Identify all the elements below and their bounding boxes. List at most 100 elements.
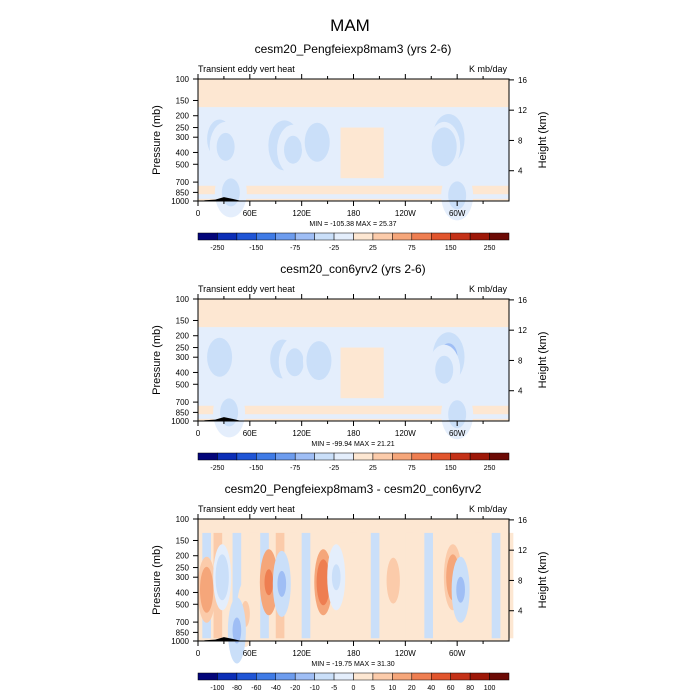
colorbar-label: -20 [290, 685, 300, 692]
colorbar-label: 60 [447, 685, 455, 692]
colorbar-label: -100 [210, 685, 224, 692]
field-contour [318, 569, 328, 596]
y-right-tick-label: 8 [518, 576, 523, 585]
colorbar-box [411, 452, 432, 461]
x-tick-label: 0 [196, 209, 201, 218]
field-contour [277, 570, 287, 597]
x-tick-label: 180 [347, 649, 361, 658]
colorbar-box [489, 232, 510, 241]
colorbar-box [217, 452, 238, 461]
colorbar-label: -150 [249, 245, 263, 252]
colorbar-box [314, 232, 335, 241]
field-band [198, 194, 509, 199]
y-right-tick-label: 8 [518, 356, 523, 365]
x-tick-label: 120E [292, 209, 311, 218]
x-tick-label: 60W [449, 209, 466, 218]
panel-title: cesm20_Pengfeiexp8mam3 (yrs 2-6) [255, 42, 452, 56]
field-contour [331, 564, 341, 591]
colorbar-label: -5 [331, 685, 337, 692]
colorbar-label: -25 [329, 245, 339, 252]
colorbar-box [372, 232, 393, 241]
field-contour [451, 405, 463, 423]
field-streak [349, 532, 358, 639]
colorbar-box [333, 672, 354, 681]
y-tick-label: 300 [176, 133, 190, 142]
field-contour [220, 138, 232, 156]
colorbar-box [411, 672, 432, 681]
colorbar-label: 10 [388, 685, 396, 692]
colorbar-box [197, 232, 218, 241]
y-right-tick-label: 4 [518, 167, 523, 176]
colorbar-label: -60 [251, 685, 261, 692]
colorbar-label: -250 [210, 245, 224, 252]
colorbar-box [197, 672, 218, 681]
panel-3: cesm20_Pengfeiexp8mam3 - cesm20_con6yrv2… [151, 482, 549, 692]
y-tick-label: 200 [176, 112, 190, 121]
colorbar-label: 75 [408, 465, 416, 472]
panel-units-label: K mb/day [469, 64, 508, 74]
field-contour [451, 186, 463, 204]
y-tick-label: 700 [176, 178, 190, 187]
y-tick-label: 700 [176, 398, 190, 407]
colorbar-label: -25 [329, 465, 339, 472]
y-tick-label: 150 [176, 96, 190, 105]
colorbar-box [431, 672, 451, 681]
y-tick-label: 250 [176, 344, 190, 353]
y-axis-label: Pressure (mb) [151, 325, 163, 395]
topography [202, 197, 242, 201]
colorbar-label: -75 [290, 465, 300, 472]
y-tick-label: 400 [176, 368, 190, 377]
colorbar-label: 75 [408, 245, 416, 252]
colorbar-box [256, 232, 276, 241]
colorbar-label: 25 [369, 245, 377, 252]
x-tick-label: 120W [395, 209, 416, 218]
field-contour [388, 567, 398, 594]
min-max-stats: MIN = -19.75 MAX = 31.30 [311, 661, 394, 668]
colorbar-box [275, 232, 296, 241]
colorbar-box [294, 232, 315, 241]
field-streak [301, 532, 311, 639]
colorbar-box [469, 452, 490, 461]
y-right-tick-label: 8 [518, 136, 523, 145]
field-contour [214, 348, 226, 366]
panel-title: cesm20_Pengfeiexp8mam3 - cesm20_con6yrv2 [225, 482, 482, 496]
panel-units-label: K mb/day [469, 504, 508, 514]
colorbar-box [294, 672, 315, 681]
y-tick-label: 500 [176, 380, 190, 389]
y-right-tick-label: 16 [518, 516, 527, 525]
colorbar-box [450, 672, 471, 681]
colorbar-box [469, 232, 490, 241]
colorbar-box [256, 672, 276, 681]
x-tick-label: 120E [292, 649, 311, 658]
x-tick-label: 60E [243, 209, 257, 218]
y-tick-label: 1000 [171, 637, 189, 646]
colorbar-box [372, 452, 393, 461]
colorbar-label: 100 [484, 685, 496, 692]
field-contour [223, 403, 235, 421]
panel-2: cesm20_con6yrv2 (yrs 2-6) Transient eddy … [151, 262, 549, 472]
y-tick-label: 150 [176, 316, 190, 325]
y-tick-label: 200 [176, 552, 190, 561]
colorbar-label: -75 [290, 245, 300, 252]
y-right-tick-label: 4 [518, 607, 523, 616]
colorbar-label: -40 [271, 685, 281, 692]
x-tick-label: 60E [243, 429, 257, 438]
topography [202, 417, 242, 421]
min-max-stats: MIN = -105.38 MAX = 25.37 [309, 221, 396, 228]
field-streak [474, 532, 484, 639]
colorbar-label: 150 [445, 245, 457, 252]
x-tick-label: 0 [196, 429, 201, 438]
colorbar-label: 20 [408, 685, 416, 692]
panels: cesm20_Pengfeiexp8mam3 (yrs 2-6) Transien… [151, 42, 549, 692]
colorbar-box [314, 672, 335, 681]
y-tick-label: 150 [176, 536, 190, 545]
colorbar-box [353, 672, 374, 681]
y-tick-label: 250 [176, 124, 190, 133]
x-tick-label: 60W [449, 429, 466, 438]
y-tick-label: 100 [176, 515, 190, 524]
y-tick-label: 850 [176, 628, 190, 637]
x-tick-label: 180 [347, 209, 361, 218]
y-right-tick-label: 4 [518, 387, 523, 396]
colorbar-box [450, 232, 471, 241]
